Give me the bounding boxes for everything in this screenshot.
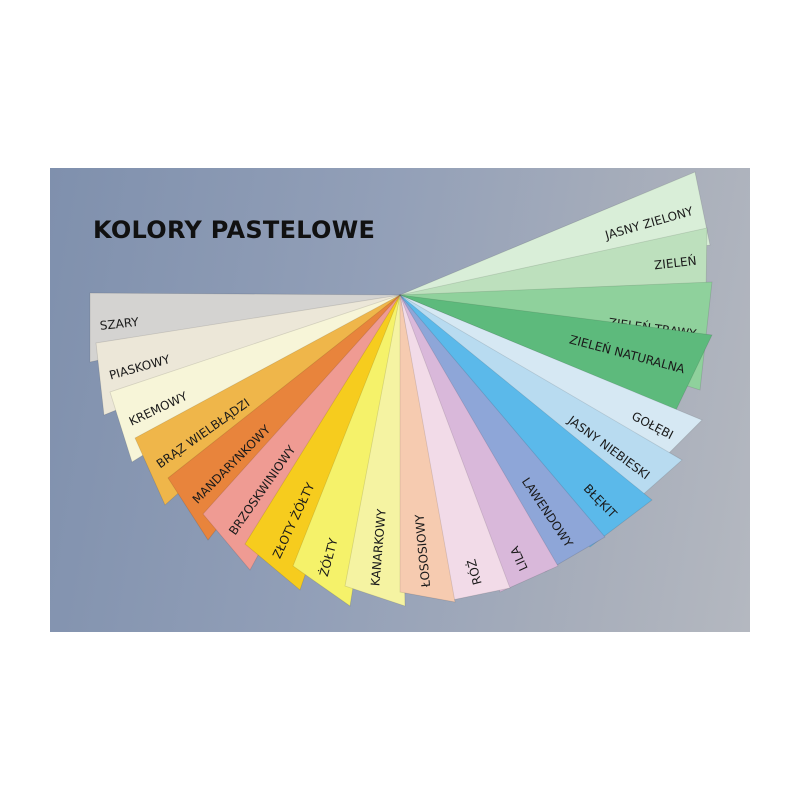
swatch-label: ZIELEŃ [653, 253, 697, 273]
swatch-8: ŻÓŁTY [292, 294, 401, 607]
page-title: KOLORY PASTELOWE [93, 216, 376, 244]
swatch-label: ŁOSOSIOWY [412, 513, 433, 589]
swatch-strip [399, 294, 456, 603]
swatch-label: RÓŻ [463, 558, 484, 587]
swatch-9: KANARKOWY [344, 294, 406, 607]
swatch-10: ŁOSOSIOWY [399, 294, 456, 603]
swatch-11: RÓŻ [399, 294, 511, 601]
swatch-label: KANARKOWY [368, 508, 388, 587]
swatch-17: ZIELEŃ NATURALNA [399, 294, 713, 411]
swatch-label: SZARY [99, 315, 140, 333]
